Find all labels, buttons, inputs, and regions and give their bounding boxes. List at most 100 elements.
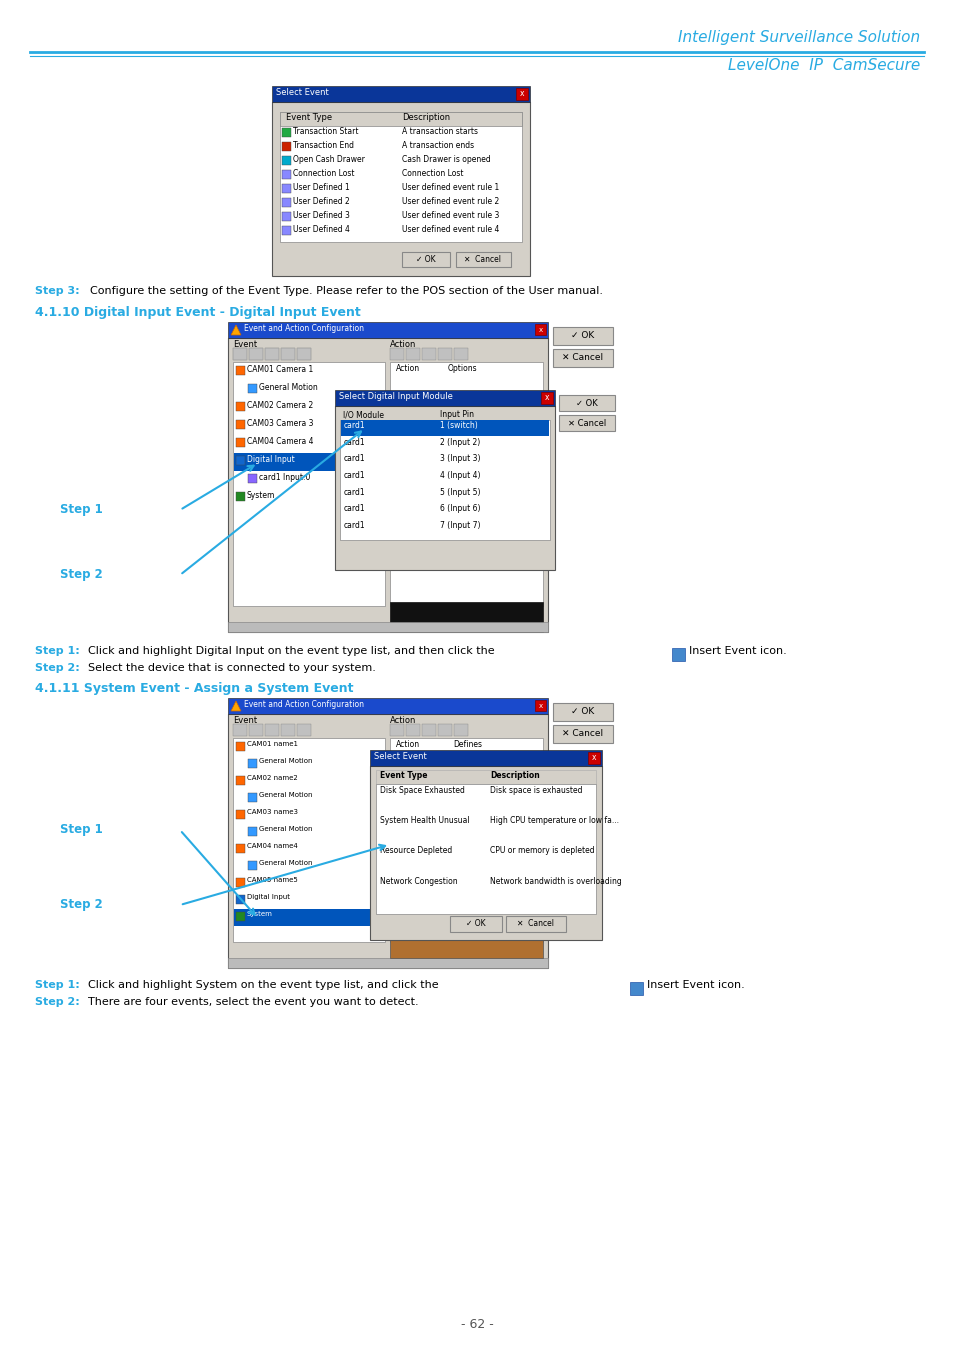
Bar	[235, 420, 245, 429]
Bar	[248, 828, 256, 836]
Bar	[535, 324, 545, 335]
Bar	[249, 348, 263, 360]
Text: Select Event: Select Event	[275, 88, 329, 97]
Text: 4.1.11 System Event - Assign a System Event: 4.1.11 System Event - Assign a System Ev…	[35, 682, 354, 695]
Text: CAM03 name3: CAM03 name3	[247, 809, 297, 815]
Text: ✕  Cancel: ✕ Cancel	[464, 255, 501, 265]
Text: Click and highlight Digital Input on the event type list, and then click the: Click and highlight Digital Input on the…	[88, 647, 494, 656]
Bar	[265, 348, 278, 360]
Bar	[390, 362, 542, 606]
Bar	[248, 792, 256, 802]
Bar	[235, 402, 245, 410]
Text: 3 (Input 3): 3 (Input 3)	[439, 455, 480, 463]
Bar	[553, 350, 613, 367]
Text: Cash Drawer is opened: Cash Drawer is opened	[401, 155, 490, 163]
Bar	[233, 738, 385, 942]
Text: Connection Lost: Connection Lost	[401, 169, 463, 178]
Text: card1: card1	[344, 455, 365, 463]
Text: System Health Unusual: System Health Unusual	[379, 817, 469, 825]
Bar	[375, 784, 596, 914]
Text: ✓ OK: ✓ OK	[466, 919, 485, 929]
Bar	[516, 88, 527, 100]
Bar	[421, 724, 436, 736]
Text: card1: card1	[344, 521, 365, 531]
Polygon shape	[231, 701, 241, 711]
Bar	[235, 491, 245, 501]
Bar	[235, 810, 245, 819]
Bar	[282, 198, 291, 207]
Text: Step 1: Step 1	[60, 504, 103, 516]
Text: Input Pin: Input Pin	[439, 410, 474, 418]
Text: General Motion: General Motion	[258, 826, 313, 832]
Text: Step 3:: Step 3:	[35, 286, 79, 296]
Bar	[265, 724, 278, 736]
Text: 1 (switch): 1 (switch)	[439, 421, 477, 431]
Bar	[282, 142, 291, 151]
Bar	[505, 917, 565, 932]
Bar	[233, 909, 384, 926]
Text: CAM03 Camera 3: CAM03 Camera 3	[247, 418, 314, 428]
Text: Select the device that is connected to your system.: Select the device that is connected to y…	[88, 663, 375, 674]
Text: General Motion: General Motion	[258, 860, 313, 865]
Bar	[454, 348, 468, 360]
Text: LevelOne  IP  CamSecure: LevelOne IP CamSecure	[727, 58, 919, 73]
Text: Action: Action	[395, 740, 419, 749]
Text: ✓ OK: ✓ OK	[571, 707, 594, 717]
Bar	[228, 714, 547, 968]
Text: ✕ Cancel: ✕ Cancel	[562, 729, 603, 738]
Text: Event and Action Configuration: Event and Action Configuration	[244, 701, 364, 709]
Bar	[339, 420, 550, 540]
Text: Digital Input: Digital Input	[247, 455, 294, 464]
Text: Configure the setting of the Event Type. Please refer to the POS section of the : Configure the setting of the Event Type.…	[90, 286, 602, 296]
Text: card1 Input:0: card1 Input:0	[258, 472, 310, 482]
Bar	[235, 913, 245, 921]
Bar	[553, 703, 613, 721]
Text: User defined event rule 2: User defined event rule 2	[401, 197, 498, 207]
Text: User defined event rule 1: User defined event rule 1	[401, 184, 498, 192]
Bar	[282, 128, 291, 136]
Bar	[281, 724, 294, 736]
Bar	[282, 184, 291, 193]
Bar	[235, 878, 245, 887]
Bar	[228, 698, 547, 714]
Text: card1: card1	[344, 505, 365, 513]
Text: Action: Action	[395, 364, 419, 373]
Text: CAM05 name5: CAM05 name5	[247, 878, 297, 883]
Text: Select Event: Select Event	[374, 752, 426, 761]
Text: 7 (Input 7): 7 (Input 7)	[439, 521, 480, 531]
Text: 5 (Input 5): 5 (Input 5)	[439, 487, 480, 497]
Bar	[558, 396, 615, 410]
Text: General Motion: General Motion	[258, 757, 313, 764]
Bar	[282, 170, 291, 180]
Bar	[553, 327, 613, 346]
Text: 4.1.10 Digital Input Event - Digital Input Event: 4.1.10 Digital Input Event - Digital Inp…	[35, 306, 360, 319]
Text: Insert Event icon.: Insert Event icon.	[646, 980, 744, 990]
Bar	[340, 420, 548, 436]
Text: User Defined 1: User Defined 1	[293, 184, 350, 192]
Text: Options: Options	[448, 364, 477, 373]
Text: Step 1:: Step 1:	[35, 647, 80, 656]
Bar	[535, 701, 545, 711]
Bar	[272, 86, 530, 103]
Bar	[390, 724, 403, 736]
Text: Description: Description	[401, 113, 450, 122]
Bar	[228, 958, 547, 968]
Text: User Defined 3: User Defined 3	[293, 211, 350, 220]
Bar	[272, 103, 530, 275]
Text: Event: Event	[233, 716, 257, 725]
Bar	[370, 765, 601, 940]
Text: User defined event rule 3: User defined event rule 3	[401, 211, 498, 220]
Text: card1: card1	[344, 421, 365, 431]
Text: Description: Description	[490, 771, 539, 780]
Bar	[454, 724, 468, 736]
Bar	[235, 895, 245, 905]
Text: Event: Event	[233, 340, 257, 350]
Text: Disk Space Exhausted: Disk Space Exhausted	[379, 786, 464, 795]
Text: Disk space is exhausted: Disk space is exhausted	[490, 786, 582, 795]
Bar	[249, 348, 263, 360]
Bar	[248, 759, 256, 768]
Text: CPU or memory is depleted: CPU or memory is depleted	[490, 846, 594, 856]
Bar	[421, 348, 436, 360]
Bar	[370, 751, 601, 765]
Bar	[553, 725, 613, 743]
